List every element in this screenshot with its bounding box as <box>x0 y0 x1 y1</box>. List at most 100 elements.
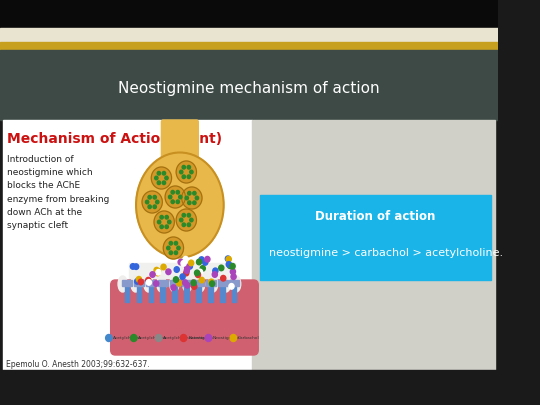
Circle shape <box>205 335 212 341</box>
Text: Epemolu O. Anesth 2003;99:632-637.: Epemolu O. Anesth 2003;99:632-637. <box>5 360 149 369</box>
Circle shape <box>153 281 159 286</box>
Circle shape <box>163 171 166 175</box>
Text: Neostigmine mechanism of action: Neostigmine mechanism of action <box>118 81 380 96</box>
Text: neostigmine > carbachol > acetylcholine.: neostigmine > carbachol > acetylcholine. <box>269 248 503 258</box>
Circle shape <box>180 218 183 222</box>
Text: Duration of action: Duration of action <box>315 211 436 224</box>
Circle shape <box>209 279 214 285</box>
Circle shape <box>185 196 188 200</box>
Circle shape <box>165 186 185 208</box>
Circle shape <box>181 260 186 266</box>
Circle shape <box>154 267 159 273</box>
Ellipse shape <box>170 276 179 292</box>
Circle shape <box>181 187 202 209</box>
Circle shape <box>185 282 190 288</box>
Circle shape <box>188 192 191 195</box>
FancyBboxPatch shape <box>111 280 258 355</box>
Circle shape <box>180 274 185 279</box>
Circle shape <box>142 191 163 213</box>
Circle shape <box>167 246 170 250</box>
Circle shape <box>226 256 231 262</box>
Bar <box>0 50 498 120</box>
Bar <box>129 263 235 298</box>
Circle shape <box>157 171 160 175</box>
Circle shape <box>188 260 194 266</box>
Bar <box>229 280 239 286</box>
Circle shape <box>166 269 171 275</box>
Circle shape <box>230 335 237 341</box>
Circle shape <box>174 251 178 255</box>
Circle shape <box>230 269 235 275</box>
Circle shape <box>219 265 224 271</box>
Circle shape <box>190 218 193 222</box>
Text: Neostigmin: Neostigmin <box>188 336 213 340</box>
Circle shape <box>161 264 166 270</box>
Circle shape <box>195 196 199 200</box>
Circle shape <box>174 241 178 245</box>
Circle shape <box>192 284 197 289</box>
Bar <box>208 284 213 302</box>
Circle shape <box>194 270 200 276</box>
Text: Acetylcholine: Acetylcholine <box>113 336 143 340</box>
Circle shape <box>153 205 157 209</box>
Text: Mechanism of Action (cont): Mechanism of Action (cont) <box>8 132 222 146</box>
Ellipse shape <box>118 276 127 292</box>
Text: Carbachol: Carbachol <box>238 336 260 340</box>
Ellipse shape <box>144 276 153 292</box>
Text: Introduction of
neostigmine which
blocks the AChE
enzyme from breaking
down ACh : Introduction of neostigmine which blocks… <box>8 155 110 230</box>
Bar <box>3 120 252 370</box>
Circle shape <box>165 176 168 180</box>
Bar <box>206 280 216 286</box>
Circle shape <box>188 201 191 205</box>
Bar <box>194 280 204 286</box>
Circle shape <box>150 272 155 277</box>
Ellipse shape <box>136 153 224 258</box>
Circle shape <box>185 264 190 270</box>
Ellipse shape <box>208 276 218 292</box>
Circle shape <box>171 190 174 194</box>
Circle shape <box>176 190 179 194</box>
Bar <box>158 280 168 286</box>
Ellipse shape <box>157 276 166 292</box>
Text: Neostigmine: Neostigmine <box>213 336 241 340</box>
Circle shape <box>177 246 180 250</box>
Circle shape <box>146 279 151 285</box>
Circle shape <box>197 259 201 265</box>
Circle shape <box>145 200 149 204</box>
Circle shape <box>187 165 191 169</box>
Bar <box>146 280 156 286</box>
Circle shape <box>176 209 197 231</box>
FancyBboxPatch shape <box>161 120 198 204</box>
Circle shape <box>163 237 184 259</box>
Circle shape <box>199 257 204 262</box>
Bar <box>218 280 228 286</box>
Circle shape <box>146 277 151 283</box>
Circle shape <box>154 211 174 233</box>
Circle shape <box>182 165 185 169</box>
Circle shape <box>225 256 231 262</box>
Bar <box>0 0 498 28</box>
Circle shape <box>165 225 168 228</box>
Circle shape <box>158 220 161 224</box>
Circle shape <box>193 201 196 205</box>
Circle shape <box>226 262 231 267</box>
Circle shape <box>177 280 182 286</box>
Bar <box>252 120 495 370</box>
Circle shape <box>221 275 226 281</box>
Circle shape <box>163 181 166 185</box>
Circle shape <box>156 335 162 341</box>
Bar <box>148 284 153 302</box>
Circle shape <box>202 260 208 265</box>
Bar <box>220 284 225 302</box>
Circle shape <box>180 170 183 174</box>
Ellipse shape <box>131 276 140 292</box>
Circle shape <box>231 274 236 279</box>
Circle shape <box>169 241 172 245</box>
Circle shape <box>180 335 187 341</box>
Circle shape <box>155 270 160 276</box>
Circle shape <box>176 161 197 183</box>
Circle shape <box>153 196 157 199</box>
Text: Acetylcholinesterase: Acetylcholinesterase <box>163 336 209 340</box>
Circle shape <box>187 264 192 269</box>
Circle shape <box>134 279 140 284</box>
